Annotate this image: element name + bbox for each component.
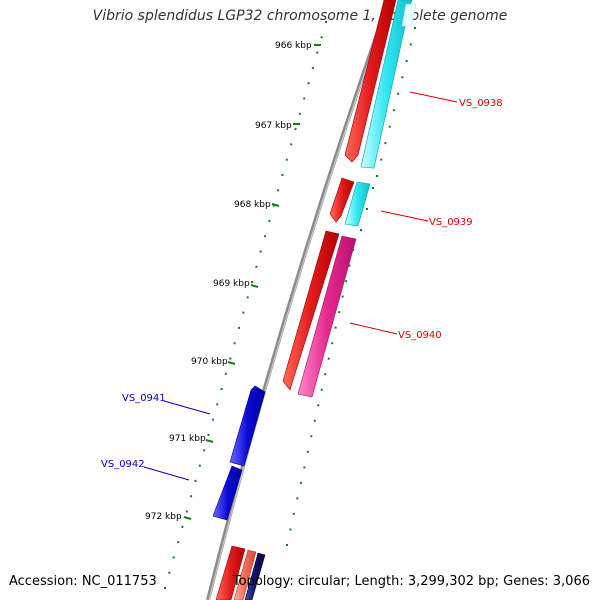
feature-salmon[interactable] [233,549,257,600]
genome-summary: Topology: circular; Length: 3,299,302 bp… [232,574,590,589]
feature-navy[interactable] [244,552,266,600]
gene-label-vs0940[interactable]: VS_0940 [398,330,442,341]
gene-label-vs0939[interactable]: VS_0939 [429,217,473,228]
tick-marks: 966 kbp 967 kbp 968 kbp 969 kbp 970 kbp … [145,41,321,522]
gene-vs0938-cds[interactable] [344,0,397,163]
tick-label-968: 968 kbp [234,200,271,210]
bottom-features [233,549,266,600]
tick-mark [227,361,236,365]
leader-vs0938 [409,91,458,103]
scale-dots [164,21,327,589]
label-leaders [143,91,458,481]
feature-vs0939-cyan[interactable] [344,181,371,227]
gene-vs0942-cds[interactable] [212,465,243,521]
tick-label-970: 970 kbp [191,357,228,367]
gene-next-cds[interactable] [215,545,246,600]
gene-vs0941-cds[interactable] [229,385,266,467]
accession-label: Accession: NC_011753 [9,574,157,589]
tick-label-966: 966 kbp [275,41,312,51]
magenta-features [297,235,357,398]
gene-vs0939-cds[interactable] [329,177,355,223]
tick-mark [250,284,259,288]
tick-label-972: 972 kbp [145,512,182,522]
leader-vs0942 [143,466,190,481]
gene-label-vs0938[interactable]: VS_0938 [459,98,503,109]
tick-label-967: 967 kbp [255,121,292,131]
feature-vs0938-cyan[interactable] [360,0,413,169]
leader-vs0939 [380,210,429,222]
gene-vs0940-cds[interactable] [282,230,340,391]
reverse-genes [212,385,266,521]
leader-vs0941 [163,400,211,415]
feature-vs0938-cyan-light [401,3,417,27]
tick-label-969: 969 kbp [213,279,250,289]
leader-vs0940 [349,322,398,335]
feature-vs0940-magenta[interactable] [297,235,357,398]
forward-genes [215,0,397,600]
tick-label-971: 971 kbp [169,434,206,444]
tick-mark [183,516,192,520]
gc-dots [286,27,416,546]
gene-label-vs0941[interactable]: VS_0941 [122,393,166,404]
gene-labels: VS_0938 VS_0939 VS_0940 VS_0941 VS_0942 [101,98,503,470]
cyan-features [344,0,417,227]
tick-mark [205,439,214,443]
chromosome-backbone-highlight [208,0,391,600]
gene-label-vs0942[interactable]: VS_0942 [101,459,145,470]
tick-mark [271,203,280,207]
chromosome-backbone [206,0,391,600]
